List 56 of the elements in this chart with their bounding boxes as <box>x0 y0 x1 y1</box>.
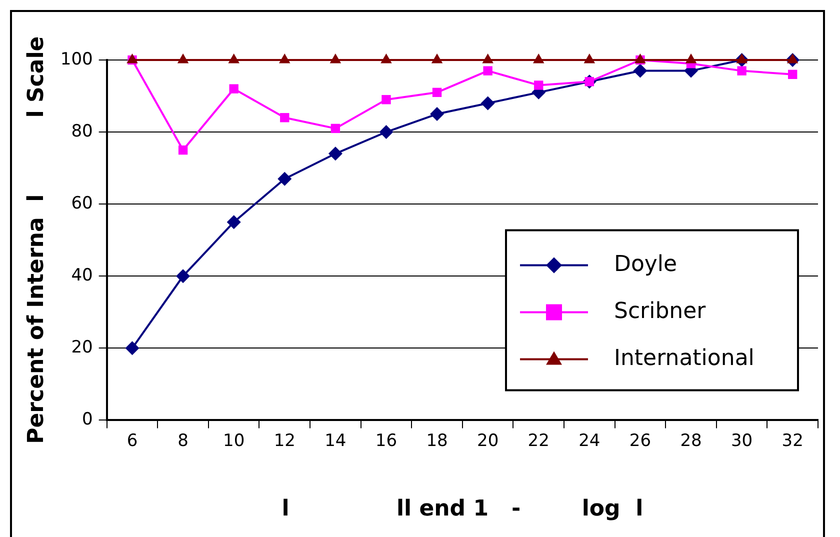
x-tick-label: 22 <box>528 430 550 451</box>
x-tick-label: 14 <box>324 430 346 451</box>
point <box>432 88 442 98</box>
legend-label: Doyle <box>614 252 678 277</box>
x-tick-label: 6 <box>126 430 138 451</box>
point <box>229 84 238 94</box>
y-tick-label: 100 <box>60 49 93 70</box>
legend-label: Scribner <box>614 298 707 324</box>
x-tick-label: 8 <box>178 430 188 451</box>
point <box>788 70 798 80</box>
point <box>279 54 290 64</box>
point <box>786 54 798 64</box>
point <box>685 54 697 64</box>
point <box>482 54 494 64</box>
x-tick-label: 30 <box>730 430 753 451</box>
y-axis-title: Percent of Interna l l Scale <box>24 36 49 444</box>
point <box>534 80 544 90</box>
point <box>328 146 342 161</box>
point <box>736 54 748 64</box>
y-tick-label: 60 <box>71 194 93 214</box>
y-tick-label: 80 <box>71 121 93 142</box>
x-tick-label: 12 <box>274 430 296 451</box>
point <box>330 54 342 64</box>
x-tick-label: 16 <box>375 430 398 451</box>
point <box>226 215 241 230</box>
x-tick-label: 24 <box>578 430 600 451</box>
point <box>532 54 544 64</box>
x-tick-label: 28 <box>680 430 702 451</box>
point <box>483 66 492 76</box>
point <box>382 95 391 104</box>
point <box>480 96 495 110</box>
x-axis-title: l ll end 1 - log l <box>282 496 644 522</box>
x-tick-label: 18 <box>426 430 448 451</box>
point <box>125 341 140 356</box>
point <box>379 125 394 140</box>
y-tick-label: 40 <box>71 266 93 286</box>
point <box>278 172 292 186</box>
legend-label: International <box>614 346 754 371</box>
point <box>177 54 189 64</box>
x-tick-label: 32 <box>782 430 804 451</box>
point <box>431 54 443 64</box>
x-tick-label: 10 <box>223 430 245 451</box>
point <box>584 54 596 64</box>
y-tick-label: 0 <box>82 410 93 430</box>
point <box>178 145 188 155</box>
point <box>176 269 190 284</box>
point <box>633 64 648 78</box>
point <box>280 113 290 122</box>
point <box>228 54 240 64</box>
x-tick-label: 20 <box>477 430 499 451</box>
point <box>380 54 392 64</box>
y-tick-label: 20 <box>71 338 93 358</box>
point <box>330 124 340 134</box>
point <box>737 66 746 76</box>
x-tick-label: 26 <box>629 430 652 451</box>
point <box>430 107 444 122</box>
